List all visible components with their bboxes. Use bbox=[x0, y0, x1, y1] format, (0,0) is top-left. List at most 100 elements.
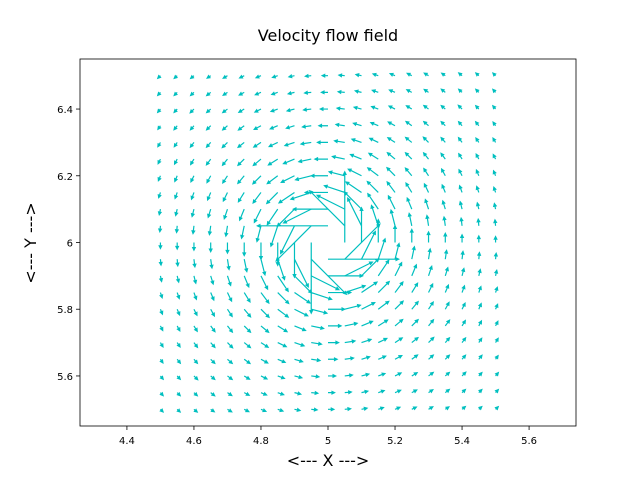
arrow bbox=[493, 218, 498, 226]
arrow bbox=[427, 247, 432, 260]
arrow bbox=[350, 138, 362, 143]
arrow bbox=[277, 308, 290, 318]
arrow bbox=[193, 375, 199, 381]
arrow bbox=[376, 218, 381, 243]
arrow bbox=[360, 230, 376, 260]
arrow bbox=[176, 292, 181, 300]
arrow bbox=[159, 408, 165, 413]
arrow bbox=[491, 72, 497, 77]
arrow bbox=[243, 259, 249, 273]
arrow bbox=[493, 251, 499, 260]
arrow bbox=[159, 342, 164, 348]
arrow bbox=[243, 375, 251, 380]
arrow bbox=[478, 388, 483, 394]
arrow bbox=[193, 408, 199, 413]
arrow bbox=[222, 175, 228, 185]
arrow bbox=[443, 232, 448, 243]
arrow bbox=[205, 158, 212, 166]
arrow bbox=[157, 225, 163, 234]
arrow bbox=[158, 259, 163, 267]
arrow bbox=[492, 121, 497, 127]
arrow bbox=[311, 291, 333, 301]
arrow bbox=[377, 259, 390, 277]
arrow bbox=[222, 192, 228, 203]
arrow bbox=[285, 107, 295, 113]
arrow bbox=[210, 358, 216, 365]
arrow bbox=[222, 91, 228, 96]
arrow bbox=[492, 185, 497, 193]
arrow bbox=[193, 325, 198, 333]
arrow bbox=[205, 142, 212, 149]
arrow bbox=[344, 261, 374, 277]
y-tick-label: 5.8 bbox=[57, 305, 73, 316]
arrow bbox=[444, 354, 451, 360]
arrow bbox=[210, 308, 216, 318]
arrow bbox=[315, 194, 346, 210]
arrow bbox=[404, 120, 413, 127]
arrow bbox=[191, 225, 196, 235]
arrow bbox=[423, 167, 430, 177]
arrow bbox=[331, 154, 345, 160]
arrow bbox=[378, 389, 386, 394]
arrow bbox=[189, 158, 195, 166]
arrow bbox=[444, 283, 450, 293]
arrow bbox=[378, 406, 385, 411]
arrow bbox=[354, 73, 362, 78]
arrow bbox=[344, 356, 355, 361]
arrow bbox=[277, 325, 289, 333]
arrow bbox=[243, 391, 251, 396]
arrow bbox=[334, 122, 345, 128]
arrow bbox=[320, 73, 328, 78]
arrow bbox=[243, 408, 250, 413]
arrow bbox=[277, 275, 289, 293]
arrow bbox=[208, 242, 213, 253]
arrow bbox=[371, 89, 379, 94]
arrow bbox=[394, 389, 402, 394]
arrow bbox=[394, 337, 404, 344]
arrow bbox=[238, 208, 245, 222]
arrow bbox=[494, 354, 499, 360]
arrow bbox=[440, 88, 446, 93]
arrow bbox=[328, 256, 400, 262]
arrow bbox=[260, 275, 269, 291]
arrow bbox=[476, 251, 482, 260]
arrow bbox=[311, 390, 320, 396]
arrow bbox=[457, 136, 463, 143]
arrow bbox=[407, 212, 413, 226]
arrow bbox=[386, 180, 396, 193]
arrow bbox=[176, 391, 182, 397]
arrow bbox=[206, 192, 212, 202]
arrow bbox=[209, 259, 214, 270]
arrow bbox=[159, 292, 164, 300]
arrow bbox=[444, 301, 450, 310]
arrow bbox=[243, 308, 252, 318]
arrow bbox=[440, 72, 446, 77]
arrow bbox=[260, 358, 269, 364]
arrow bbox=[311, 407, 319, 412]
arrow bbox=[461, 302, 466, 310]
arrow bbox=[156, 91, 162, 97]
arrow bbox=[411, 282, 419, 293]
arrow bbox=[258, 242, 264, 261]
arrow bbox=[227, 375, 234, 381]
arrow bbox=[176, 358, 182, 365]
arrow bbox=[342, 170, 347, 243]
y-tick-label: 6.2 bbox=[57, 172, 73, 183]
arrow bbox=[411, 245, 416, 260]
arrow bbox=[294, 175, 312, 182]
arrow bbox=[193, 391, 199, 397]
arrow bbox=[406, 72, 413, 77]
arrow bbox=[394, 406, 402, 411]
arrow bbox=[405, 105, 413, 110]
arrow bbox=[344, 339, 357, 344]
arrow bbox=[242, 242, 247, 257]
arrow bbox=[313, 156, 328, 162]
arrow bbox=[404, 136, 413, 143]
arrow bbox=[192, 275, 198, 285]
arrow bbox=[477, 268, 482, 276]
arrow bbox=[277, 258, 286, 281]
arrow bbox=[319, 106, 328, 112]
arrow bbox=[260, 375, 269, 380]
arrow bbox=[297, 158, 312, 164]
